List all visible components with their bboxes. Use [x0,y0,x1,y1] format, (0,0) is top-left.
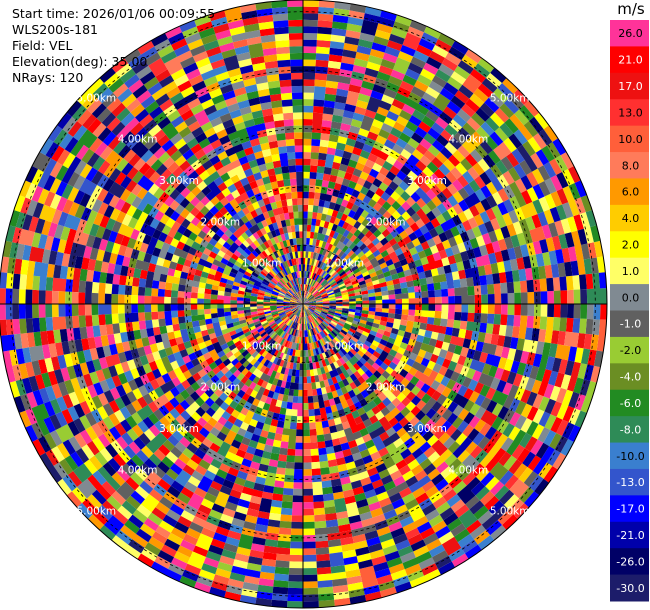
elevation-text: Elevation(deg): 35.00 [12,54,148,69]
gate-group-15 [5,26,608,608]
gate-group-6 [18,6,599,589]
ring-label-3km-2: 3.00km [407,423,447,435]
range-ring-labels: 1.00km 1.00km 1.00km 1.00km 2.00km 2.00km 2.00… [76,92,529,517]
colorbar-cell-10 [610,284,649,311]
colorbar-tick-label-1: 21.0 [618,54,643,67]
gate-group-7 [9,0,604,579]
colorbar-cell-15 [610,416,649,444]
colorbar-tick-label-15: -8.0 [620,423,641,436]
colorbar-tick-label-12: -2.0 [620,344,641,357]
colorbar-cell-1 [610,46,649,74]
colorbar-tick-label-5: 8.0 [622,159,640,172]
gate-group-17 [0,7,581,605]
ring-label-3km-1: 3.00km [407,175,447,187]
nrays-text: NRays: 120 [12,70,84,85]
colorbar-cell-6 [610,178,649,206]
colorbar-tick-label-14: -6.0 [620,397,641,410]
colorbar-tick-label-19: -21.0 [616,529,644,542]
colorbar-cell-20 [610,548,649,576]
colorbar-cell-7 [610,204,649,232]
ring-label-4km-0: 4.00km [118,134,158,146]
colorbar-cell-4 [610,125,649,153]
colorbar-tick-label-11: -1.0 [620,318,641,331]
ring-label-3km-0: 3.00km [159,175,199,187]
ring-label-5km-2: 5.00km [490,506,530,518]
colorbar-tick-label-9: 1.0 [622,265,640,278]
ring-label-2km-2: 2.00km [366,382,406,394]
colorbar-tick-label-0: 26.0 [618,27,643,40]
ring-label-1km-0: 1.00km [242,258,282,270]
colorbar-tick-label-8: 2.0 [622,239,640,252]
ring-label-5km-3: 5.00km [76,506,116,518]
colorbar-tick-label-17: -13.0 [616,476,644,489]
colorbar-cell-8 [610,231,649,259]
ring-label-4km-1: 4.00km [449,134,489,146]
colorbar-tick-label-21: -30.0 [616,582,644,595]
ring-label-4km-2: 4.00km [449,464,489,476]
gate-group-8 [6,21,606,592]
colorbar-tick-label-18: -17.0 [616,503,644,516]
colorbar-tick-label-6: 6.0 [622,186,640,199]
colorbar-cell-13 [610,363,649,391]
colorbar-tick-label-16: -10.0 [616,450,644,463]
colorbar-tick-label-4: 10.0 [618,133,643,146]
ring-label-1km-1: 1.00km [324,258,364,270]
colorbar-cell-16 [610,442,649,470]
colorbar-tick-label-3: 13.0 [618,106,643,119]
colorbar-tick-label-2: 17.0 [618,80,643,93]
colorbar-cell-5 [610,152,649,179]
ring-label-5km-1: 5.00km [490,92,530,104]
ring-label-2km-0: 2.00km [200,216,240,228]
colorbar-cell-0 [610,20,649,47]
ring-label-4km-3: 4.00km [118,464,158,476]
colorbar-cell-19 [610,521,649,549]
ring-label-1km-2: 1.00km [324,340,364,352]
colorbar-cell-11 [610,310,649,338]
colorbar-cell-12 [610,336,649,364]
colorbar-cell-2 [610,72,649,100]
colorbar-tick-label-13: -4.0 [620,371,641,384]
field-text: Field: VEL [12,38,73,53]
velocity-gates [0,0,608,609]
colorbar-tick-label-7: 4.0 [622,212,640,225]
colorbar-cell-18 [610,495,649,523]
colorbar-cell-14 [610,389,649,417]
ring-label-1km-3: 1.00km [242,340,282,352]
colorbar-cell-17 [610,468,649,496]
polar-grid [0,0,608,609]
colorbar-tick-label-10: 0.0 [622,291,640,304]
colorbar-cell-3 [610,99,649,127]
start-time-text: Start time: 2026/01/06 00:09:55 [12,6,216,21]
ring-label-2km-3: 2.00km [200,382,240,394]
colorbar-tick-label-20: -26.0 [616,555,644,568]
colorbar-unit-label: m/s [617,0,645,18]
colorbar-cell-21 [610,574,649,602]
colorbar-cell-9 [610,257,649,285]
scan-info-panel: Start time: 2026/01/06 00:09:55 WLS200s-… [12,6,215,86]
ring-label-5km-0: 5.00km [76,92,116,104]
ring-label-3km-3: 3.00km [159,423,199,435]
ring-label-2km-1: 2.00km [366,216,406,228]
instrument-name: WLS200s-181 [12,22,98,37]
gate-group-2 [0,6,586,602]
